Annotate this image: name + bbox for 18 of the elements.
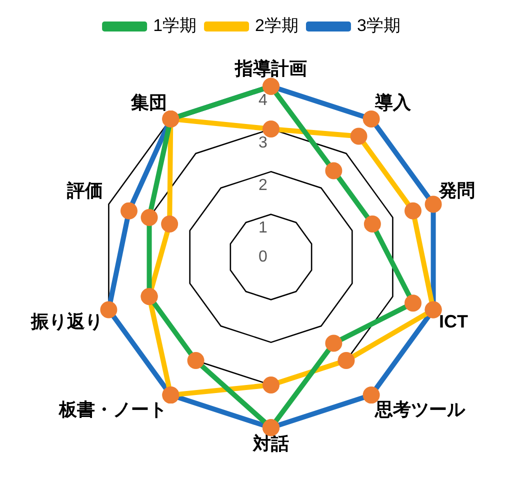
spoke-label: 評価 — [66, 180, 103, 201]
spoke-label: 振り返り — [30, 311, 103, 332]
y-tick-label: 2 — [258, 177, 268, 194]
spoke-label: 発問 — [438, 180, 475, 201]
y-tick-label: 4 — [258, 92, 268, 109]
legend-label: 3学期 — [356, 16, 400, 36]
spoke-label: 思考ツール — [374, 400, 466, 420]
spoke-label: ICT — [439, 311, 468, 332]
legend-label: 2学期 — [255, 16, 298, 36]
spoke-label: 対話 — [252, 433, 289, 454]
spoke-label: 導入 — [374, 92, 412, 112]
spoke-label: 指導計画 — [234, 58, 307, 79]
legend-label: 1学期 — [153, 16, 197, 36]
y-tick-label: 1 — [258, 220, 268, 237]
y-tick-label: 3 — [258, 134, 268, 152]
spoke-label: 集団 — [130, 92, 168, 112]
spoke-label: 板書・ノート — [58, 400, 168, 420]
y-tick-label: 0 — [258, 248, 268, 266]
